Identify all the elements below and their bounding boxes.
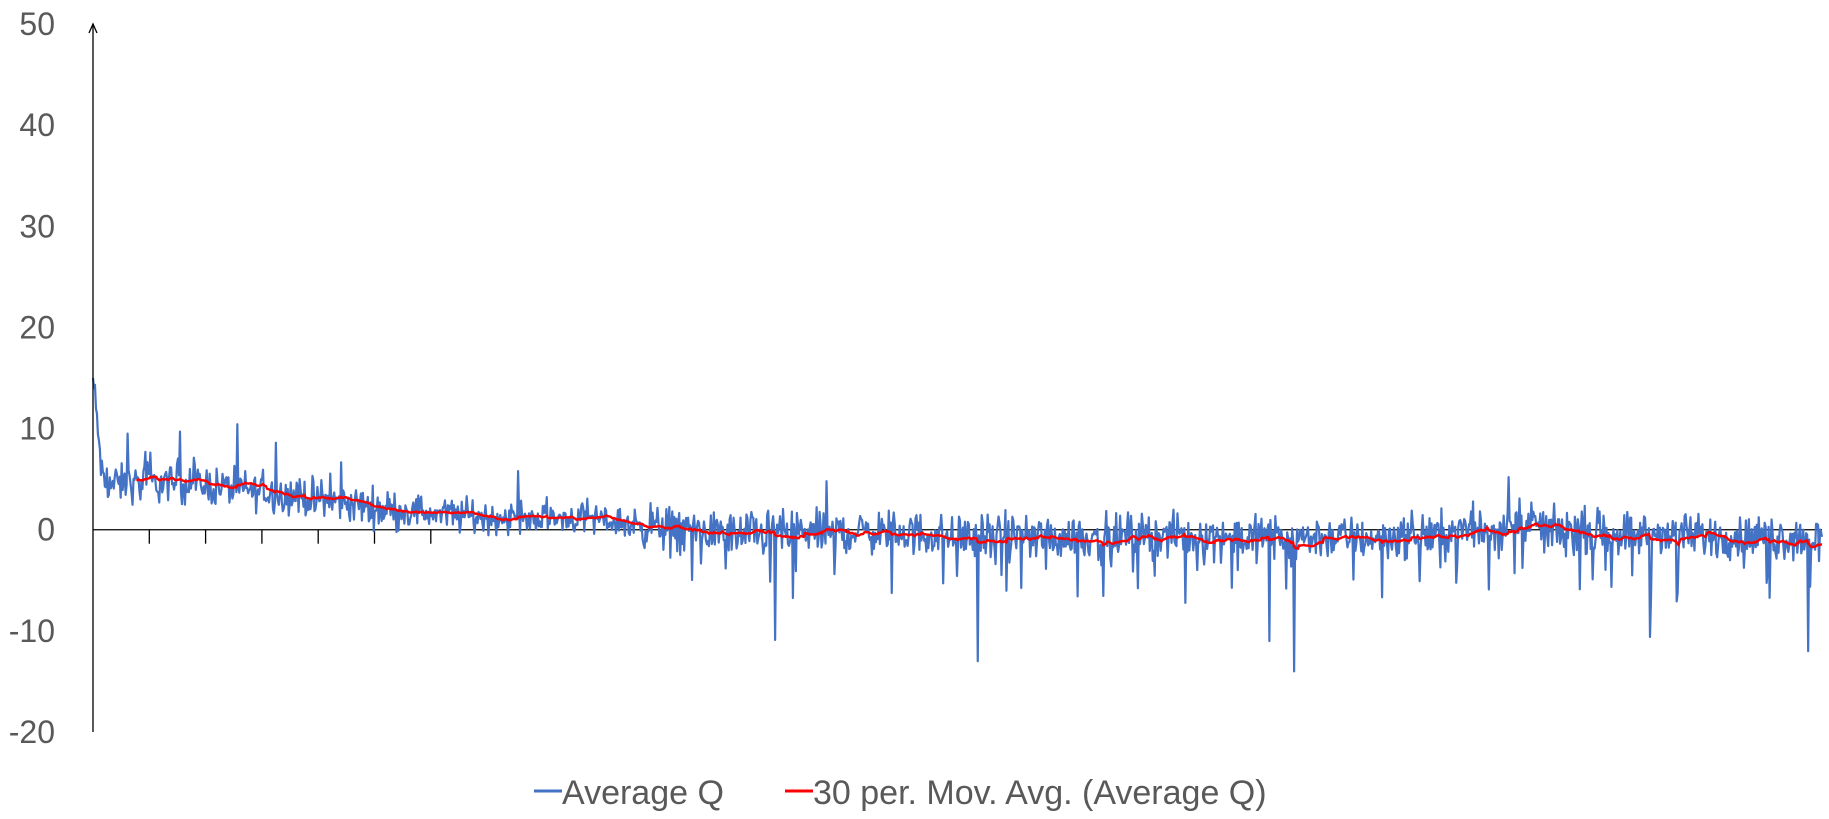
plot-area bbox=[88, 22, 1824, 732]
legend-label-average-q: Average Q bbox=[562, 774, 724, 812]
y-axis-arrow-icon bbox=[88, 22, 98, 34]
y-tick-label: 20 bbox=[19, 309, 55, 345]
y-axis-tick-labels: 50 40 30 20 10 0 -10 -20 bbox=[9, 6, 55, 750]
y-tick-label: 10 bbox=[19, 411, 55, 447]
y-tick-label: -10 bbox=[9, 613, 55, 649]
y-tick-label: -20 bbox=[9, 714, 55, 750]
legend-item-moving-average: 30 per. Mov. Avg. (Average Q) bbox=[785, 774, 1267, 812]
y-tick-label: 40 bbox=[19, 107, 55, 143]
legend-label-moving-average: 30 per. Mov. Avg. (Average Q) bbox=[813, 774, 1267, 812]
series-average-q-line bbox=[91, 377, 1824, 673]
legend-item-average-q: Average Q bbox=[534, 774, 724, 812]
y-tick-label: 50 bbox=[19, 6, 55, 42]
series-moving-average-line bbox=[135, 475, 1823, 551]
y-axis bbox=[88, 22, 98, 732]
y-tick-label: 30 bbox=[19, 208, 55, 244]
y-tick-label: 0 bbox=[37, 512, 55, 548]
legend: Average Q 30 per. Mov. Avg. (Average Q) bbox=[534, 774, 1267, 812]
